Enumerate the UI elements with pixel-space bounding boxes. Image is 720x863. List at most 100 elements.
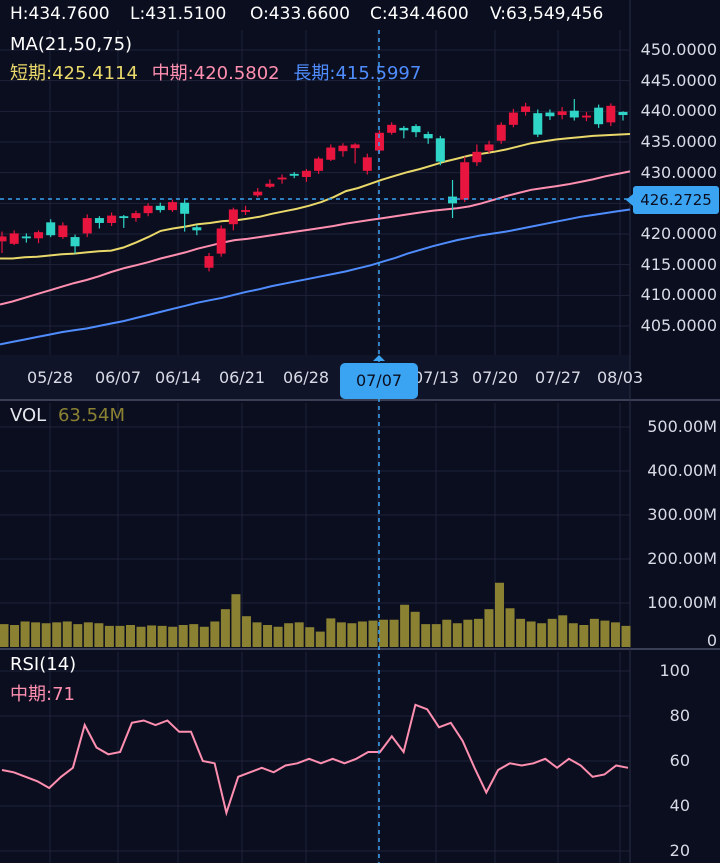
volume-bar: [147, 625, 157, 647]
volume-bar: [168, 626, 178, 647]
candle-body: [350, 144, 360, 149]
volume-bar: [326, 618, 336, 647]
volume-y-tick-label: 200.00M: [647, 549, 717, 568]
volume-bar: [52, 622, 62, 647]
x-tick-label: 06/14: [154, 368, 202, 387]
volume-bar: [31, 622, 41, 647]
candle-body: [107, 215, 117, 223]
price-y-tick-label: 440.0000: [640, 101, 717, 121]
volume-bar: [199, 626, 209, 647]
volume-bar: [537, 623, 547, 647]
ohlc-low: L:431.5100: [130, 4, 227, 24]
rsi-y-tick-label: 60: [669, 751, 690, 770]
price-y-tick-label: 420.0000: [640, 224, 717, 243]
volume-bar: [284, 623, 294, 647]
candle-body: [192, 227, 202, 231]
volume-bar: [273, 626, 283, 647]
volume-bar: [526, 621, 536, 647]
candle-body: [241, 210, 251, 212]
volume-bar: [389, 619, 399, 647]
candle-body: [131, 213, 141, 219]
candle-body: [314, 158, 324, 171]
volume-bar: [189, 624, 199, 647]
crosshair-price-tag: 426.2725: [626, 186, 719, 214]
x-tick-label: 07/27: [534, 368, 582, 387]
volume-bar: [494, 582, 504, 647]
rsi-y-tick-label: 100: [659, 661, 690, 680]
volume-bar: [315, 631, 325, 647]
candle-body: [119, 216, 129, 219]
price-y-tick-label: 445.0000: [640, 70, 717, 90]
volume-bar: [463, 619, 473, 647]
volume-bar: [579, 625, 589, 647]
candle-body: [411, 126, 421, 133]
rsi-y-tick-label: 20: [669, 841, 690, 860]
rsi-panel-title: RSI(14): [10, 654, 77, 675]
candle-body: [533, 113, 543, 135]
candle-body: [253, 191, 263, 196]
candle-body: [180, 202, 190, 214]
candle-body: [228, 209, 238, 225]
candle-body: [167, 202, 177, 211]
volume-bar: [210, 621, 220, 647]
date-axis-band: [0, 355, 630, 399]
ohlc-close: C:434.4600: [370, 4, 469, 24]
x-tick-label: 08/03: [596, 368, 644, 387]
volume-y-tick-label: 0: [706, 631, 717, 650]
volume-bar: [126, 625, 136, 647]
volume-bar: [505, 608, 515, 647]
candle-body: [460, 162, 470, 200]
candle-body: [448, 196, 458, 204]
candle-body: [46, 222, 56, 236]
volume-bar: [104, 625, 114, 647]
candle-body: [557, 111, 567, 116]
rsi-value: 中期:71: [10, 684, 75, 705]
ma-panel-title: MA(21,50,75): [10, 34, 133, 55]
candle-body: [484, 144, 494, 151]
volume-bar: [621, 625, 631, 647]
ohlc-open: O:433.6600: [250, 4, 350, 24]
candle-body: [618, 111, 628, 116]
ohlc-high: H:434.7600: [10, 4, 110, 24]
ma-mid-line: [0, 170, 631, 306]
candle-body: [301, 170, 311, 177]
volume-bar: [568, 623, 578, 647]
x-tick-label: 06/21: [218, 368, 266, 387]
x-tick-label: 05/28: [26, 368, 74, 387]
volume-bar: [41, 623, 51, 647]
candle-body: [58, 225, 68, 238]
x-tick-label: 07/13: [412, 368, 460, 387]
volume-bar: [558, 615, 568, 647]
candle-body: [34, 232, 44, 239]
candle-body: [326, 147, 336, 160]
crosshair-date-tag: 07/07: [340, 363, 418, 399]
volume-bar: [357, 621, 367, 647]
candle-body: [9, 233, 19, 244]
ma-legend: 短期:425.4114 中期:420.5802 長期:415.5997: [10, 59, 429, 85]
volume-bar: [410, 611, 420, 647]
ma-mid-legend: 中期:420.5802: [151, 63, 280, 84]
candle-body: [435, 138, 445, 162]
volume-bar: [473, 618, 483, 647]
volume-bar: [252, 622, 262, 647]
volume-bar: [10, 625, 20, 647]
volume-bar: [231, 594, 241, 647]
ma-long-line: [0, 208, 631, 346]
volume-bar: [178, 625, 188, 647]
volume-bar: [442, 619, 452, 647]
candle-body: [70, 237, 80, 247]
ma-long-legend: 長期:415.5997: [293, 63, 422, 84]
candle-body: [581, 115, 591, 118]
volume-bar: [600, 620, 610, 647]
volume-bar: [115, 625, 125, 647]
candle-body: [216, 228, 226, 254]
candle-body: [521, 106, 531, 112]
candle-body: [472, 151, 482, 163]
volume-bar: [0, 624, 9, 647]
candle-body: [606, 105, 616, 123]
volume-y-tick-label: 500.00M: [647, 417, 717, 436]
price-y-tick-label: 450.0000: [640, 40, 717, 59]
candle-body: [143, 205, 153, 214]
candle-body: [508, 112, 518, 125]
volume-bar: [336, 622, 346, 647]
